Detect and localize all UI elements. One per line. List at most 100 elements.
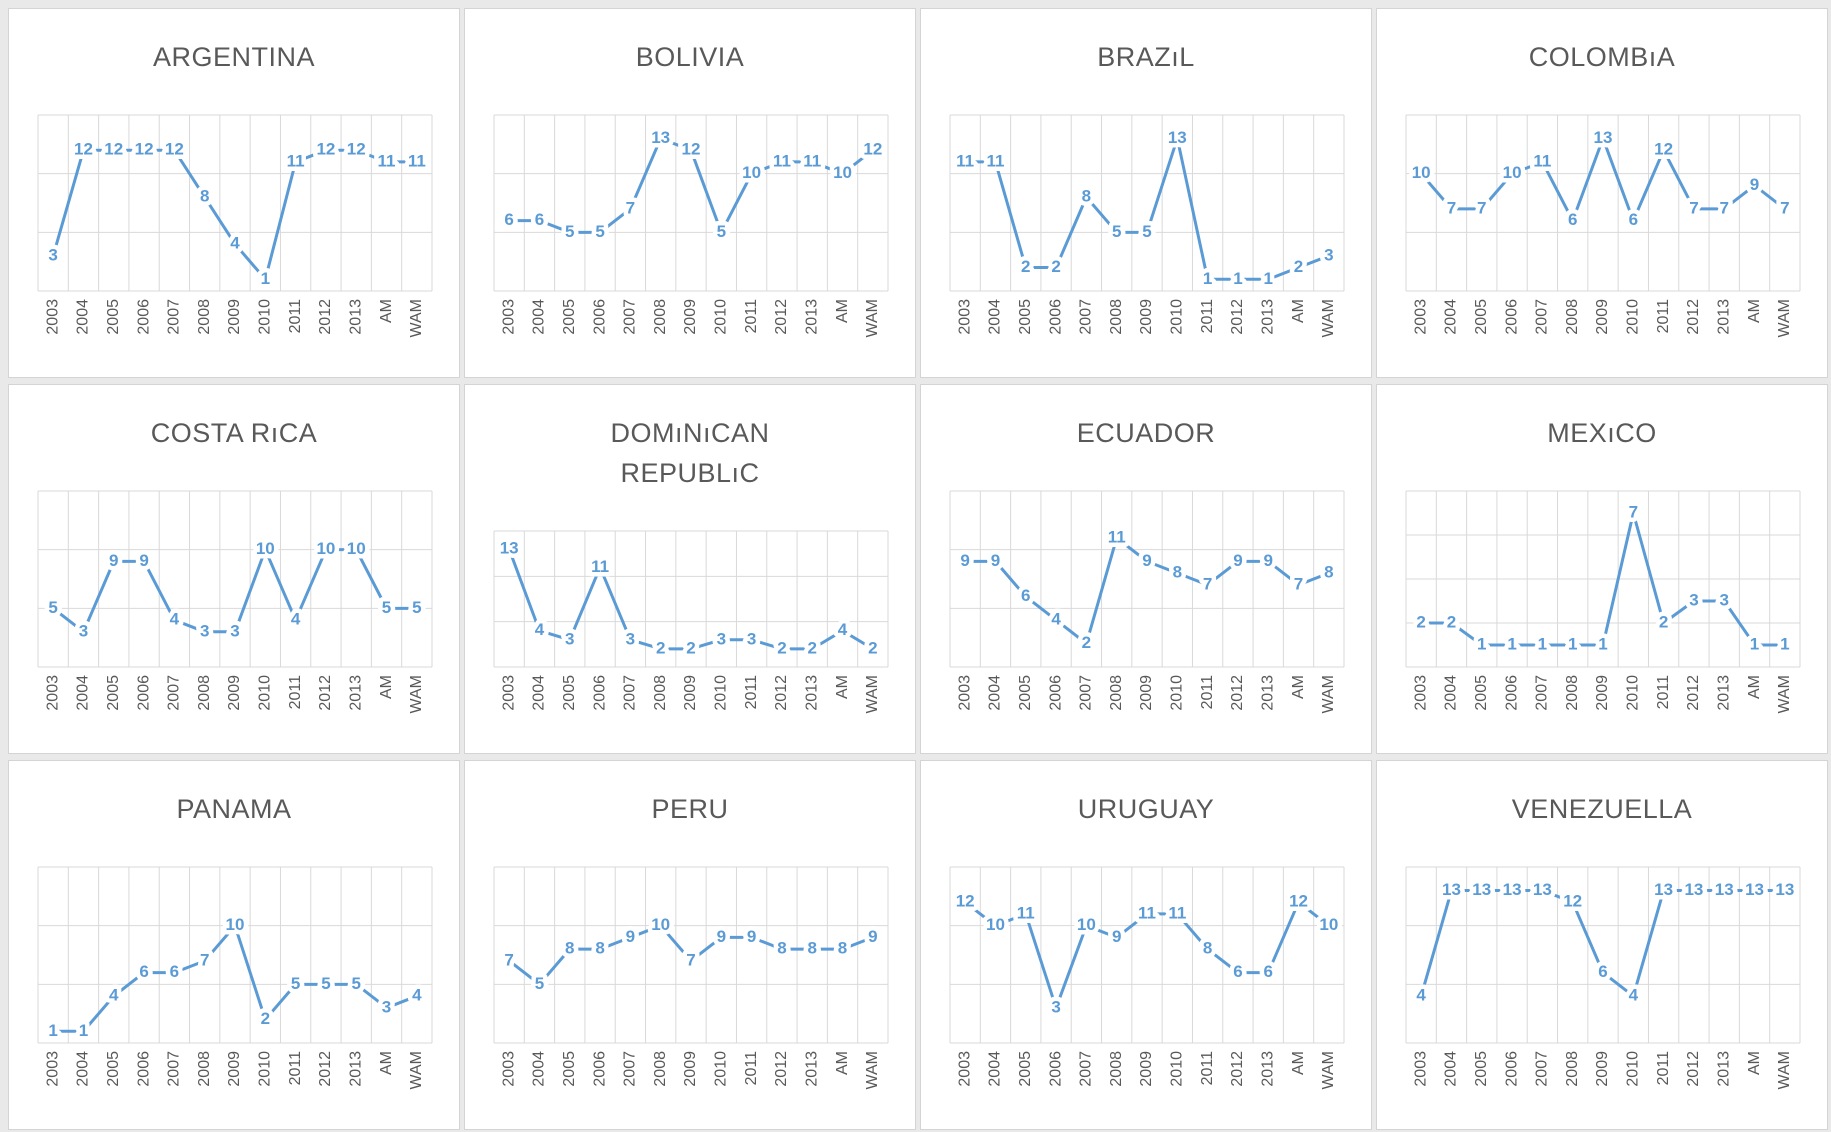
x-tick-label: 2007 [622, 1051, 639, 1087]
x-tick-label: 2009 [226, 675, 243, 711]
x-tick-label: 2012 [1229, 299, 1246, 335]
data-label: 6 [1021, 586, 1030, 605]
x-tick-label: 2010 [713, 299, 730, 335]
data-label: 9 [960, 551, 969, 570]
chart-panel: BOLIVIA 2003 2004 2005 2006 2007 2008 2009 2010 2… [464, 8, 916, 378]
data-label: 2 [1294, 257, 1303, 276]
data-label: 1 [1568, 634, 1577, 653]
data-label: 11 [287, 151, 305, 170]
x-tick-label: 2006 [591, 1051, 608, 1087]
x-tick-label: 2013 [347, 675, 364, 711]
x-tick-label: 2004 [75, 675, 92, 711]
data-label: 10 [986, 915, 1005, 934]
data-label: 6 [1598, 962, 1607, 981]
x-tick-label: 2013 [1715, 675, 1732, 711]
x-tick-label: WAM [1776, 1051, 1793, 1090]
x-tick-label: 2011 [743, 675, 760, 710]
x-tick-label: 2010 [257, 675, 274, 711]
x-tick-label: 2008 [1564, 675, 1581, 711]
x-tick-label: 2008 [1108, 1051, 1125, 1087]
chart-panel: PERU 2003 2004 2005 2006 2007 2008 2009 2010 2011… [464, 760, 916, 1130]
data-label: 7 [1447, 198, 1456, 217]
data-label: 1 [48, 1021, 57, 1040]
x-tick-label: 2009 [1138, 1051, 1155, 1087]
data-label: 12 [1289, 892, 1308, 911]
data-line [965, 536, 1330, 646]
chart-title: BRAZıL [1097, 42, 1195, 72]
data-label: 12 [347, 140, 366, 159]
data-label: 13 [1715, 880, 1734, 899]
data-label: 10 [1319, 915, 1338, 934]
x-tick-label: 2005 [1473, 1051, 1490, 1087]
x-tick-label: 2003 [956, 1051, 973, 1087]
x-tick-label: 2010 [713, 675, 730, 711]
x-tick-label: 2012 [317, 675, 334, 711]
data-label: 11 [803, 151, 821, 170]
data-label: 5 [1142, 222, 1151, 241]
chart: 2003 2004 2005 2006 2007 2008 2009 2010 2011 2012… [1405, 866, 1801, 1090]
data-line [1419, 888, 1785, 998]
x-tick-label: 2006 [1047, 675, 1064, 711]
chart: 2003 2004 2005 2006 2007 2008 2009 2010 2011 2012… [949, 866, 1345, 1090]
data-label: 1 [1598, 634, 1607, 653]
data-label: 13 [1533, 880, 1552, 899]
data-label: 5 [321, 974, 330, 993]
data-label: 1 [1233, 269, 1242, 288]
data-label: 9 [1750, 175, 1759, 194]
x-tick-label: AM [378, 1051, 395, 1075]
x-tick-label: 2009 [1594, 675, 1611, 711]
data-label: 4 [412, 986, 422, 1005]
data-label: 13 [1168, 128, 1187, 147]
x-tick-label: AM [834, 675, 851, 699]
data-label: 9 [1112, 927, 1121, 946]
data-label: 4 [109, 986, 119, 1005]
chart: 2003 2004 2005 2006 2007 2008 2009 2010 2011 2012… [37, 866, 433, 1090]
x-tick-label: 2007 [1534, 299, 1551, 335]
x-tick-label: 2006 [1503, 675, 1520, 711]
chart-panel: URUGUAY 2003 2004 2005 2006 2007 2008 2009 2010 2… [920, 760, 1372, 1130]
x-tick-label: 2004 [531, 1051, 548, 1087]
x-tick-label: 2003 [500, 1051, 517, 1087]
data-label: 1 [1507, 634, 1516, 653]
x-tick-label: 2013 [803, 675, 820, 711]
x-tick-label: WAM [1776, 675, 1793, 714]
x-tick-label: 2006 [135, 1051, 152, 1087]
chart-title: ARGENTINA [152, 42, 316, 72]
data-label: 5 [565, 222, 574, 241]
x-tick-label: 2011 [743, 299, 760, 334]
x-tick-label: 2009 [226, 1051, 243, 1087]
x-tick-label: 2007 [1078, 675, 1095, 711]
data-label: 2 [1082, 633, 1091, 652]
x-tick-label: AM [1746, 1051, 1763, 1075]
data-label: 10 [742, 163, 761, 182]
x-tick-label: 2003 [44, 299, 61, 335]
chart-title: MEXıCO [1547, 418, 1657, 448]
x-tick-label: 2005 [105, 299, 122, 335]
data-line [507, 548, 874, 651]
data-label: 2 [656, 638, 665, 657]
data-line [508, 924, 874, 986]
x-tick-label: 2012 [317, 299, 334, 335]
data-label: 11 [1533, 151, 1551, 170]
data-label: 12 [863, 140, 882, 159]
data-label: 13 [1684, 880, 1703, 899]
x-tick-label: 2011 [743, 1051, 760, 1086]
x-tick-label: 2003 [1412, 675, 1429, 711]
chart-panel: MEXıCO 2003 2004 2005 2006 2007 2008 2009 2010 20… [1376, 384, 1828, 754]
data-label: 8 [838, 939, 847, 958]
x-tick-label: 2008 [196, 299, 213, 335]
data-label: 3 [200, 621, 209, 640]
data-label: 13 [1654, 880, 1673, 899]
data-label: 12 [1563, 892, 1582, 911]
data-label: 11 [1138, 903, 1156, 922]
x-tick-label: 2011 [1199, 1051, 1216, 1086]
x-tick-label: 2010 [1625, 675, 1642, 711]
x-tick-label: 2009 [1594, 299, 1611, 335]
data-label: 5 [351, 974, 360, 993]
data-label: 7 [626, 198, 635, 217]
data-line [53, 924, 418, 1033]
x-tick-label: 2010 [1169, 299, 1186, 335]
data-label: 1 [261, 269, 270, 288]
x-tick-label: WAM [1320, 1051, 1337, 1090]
data-label: 3 [1051, 997, 1060, 1016]
